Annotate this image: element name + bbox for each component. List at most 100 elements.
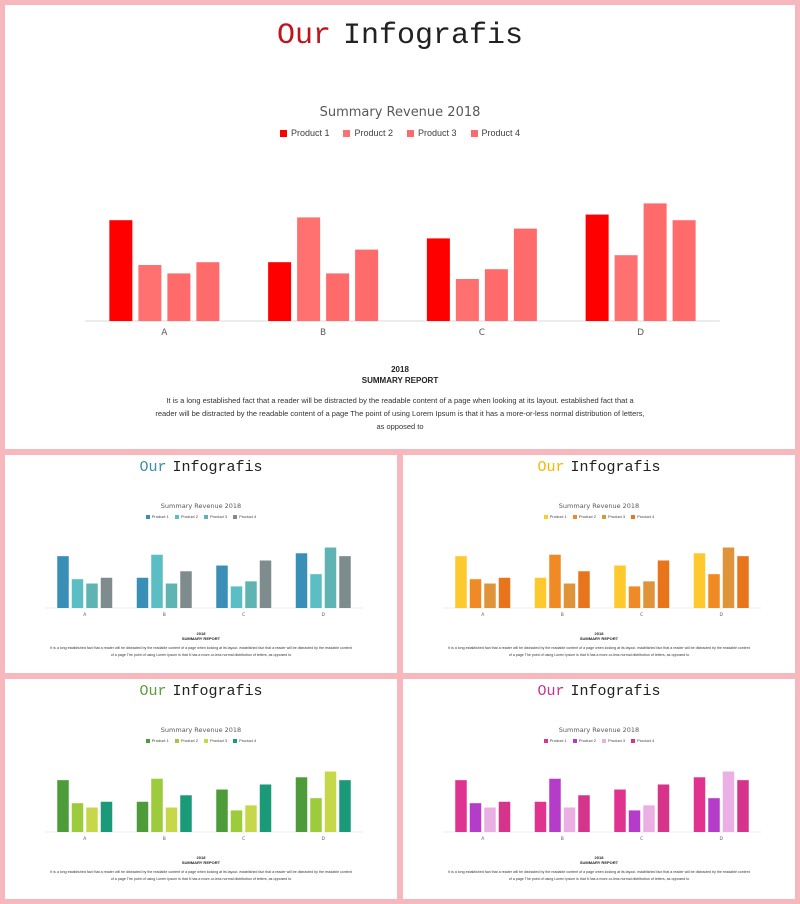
- bar-b-series-1: [268, 262, 292, 321]
- bar-a-series-1: [57, 780, 69, 832]
- bar-d-series-3: [643, 203, 667, 321]
- bar-b-series-4: [355, 249, 379, 321]
- title-rest: Infografis: [570, 683, 661, 700]
- bar-d-series-3: [722, 547, 735, 608]
- x-tick-label: D: [322, 612, 326, 618]
- bar-b-series-2: [151, 554, 163, 608]
- infographic-panel-blue: Our Infografis Summary Revenue 2018 Produ…: [5, 455, 397, 673]
- legend-item: Product 3: [204, 738, 227, 743]
- legend-label: Product 2: [180, 738, 198, 743]
- legend-label: Product 1: [549, 738, 567, 743]
- bar-a-series-2: [71, 579, 84, 608]
- bar-chart: A B C D: [443, 771, 761, 842]
- bar-c-series-4: [259, 784, 272, 832]
- bar-b-series-3: [563, 583, 576, 608]
- legend-swatch: [631, 738, 636, 743]
- legend-swatch: [602, 514, 606, 519]
- legend-item: Product 4: [233, 738, 256, 743]
- legend-item: Product 3: [407, 128, 457, 138]
- legend-item: Product 2: [572, 738, 596, 743]
- report-description: It is a long established fact that a rea…: [155, 396, 645, 431]
- bar-b-series-2: [151, 778, 163, 832]
- bar-b-series-3: [165, 807, 178, 832]
- report-description: It is a long established fact that a rea…: [448, 646, 750, 657]
- bar-b-series-3: [326, 273, 350, 321]
- bar-b-series-1: [534, 577, 547, 608]
- bar-a-series-2: [71, 803, 84, 832]
- bar-d-series-4: [737, 780, 749, 832]
- bar-a-series-2: [469, 803, 482, 832]
- x-tick-label: C: [479, 328, 485, 338]
- legend-label: Product 1: [151, 738, 169, 743]
- bar-d-series-4: [672, 220, 696, 321]
- bar-a-series-1: [109, 220, 133, 321]
- report-description: It is a long established fact that a rea…: [50, 646, 352, 657]
- chart-legend: Product 1 Product 2 Product 3 Product 4: [5, 738, 397, 743]
- report-year: 2018: [196, 855, 206, 860]
- bar-chart: A B C D: [45, 547, 363, 618]
- chart-legend: Product 1 Product 2 Product 3 Product 4: [5, 128, 795, 138]
- bar-b-series-2: [549, 554, 561, 608]
- title-accent: Our: [276, 19, 331, 53]
- bar-a-series-1: [57, 556, 69, 608]
- chart-legend: Product 1 Product 2 Product 3 Product 4: [403, 738, 795, 743]
- legend-label: Product 1: [151, 514, 169, 519]
- bar-d-series-2: [708, 574, 720, 608]
- x-tick-label: B: [163, 836, 166, 842]
- bar-d-series-1: [295, 553, 308, 608]
- bar-a-series-4: [100, 577, 113, 608]
- bar-chart: A B C D: [85, 203, 720, 338]
- bar-chart: A B C D: [45, 771, 363, 842]
- legend-item: Product 2: [174, 514, 198, 519]
- legend-item: Product 2: [572, 514, 596, 519]
- legend-swatch: [543, 738, 548, 743]
- bar-b-series-3: [165, 583, 178, 608]
- x-tick-label: B: [561, 612, 564, 618]
- bar-b-series-1: [136, 801, 149, 832]
- x-tick-label: D: [322, 836, 326, 842]
- bar-b-series-4: [578, 571, 590, 608]
- bar-c-series-3: [484, 269, 508, 321]
- legend-item: Product 4: [470, 128, 521, 138]
- bar-a-series-3: [484, 807, 496, 832]
- bar-b-series-2: [297, 217, 321, 321]
- bar-c-series-2: [628, 810, 641, 832]
- legend-label: Product 4: [637, 738, 655, 743]
- infographic-panel-orange: Our Infografis Summary Revenue 2018 Produ…: [403, 455, 795, 673]
- legend-label: Product 3: [608, 738, 626, 743]
- x-tick-label: C: [242, 836, 245, 842]
- bar-a-series-2: [469, 579, 482, 608]
- bar-c-series-3: [245, 581, 257, 608]
- bar-c-series-2: [230, 586, 243, 608]
- bar-c-series-1: [614, 565, 626, 608]
- report-subtitle: SUMMARY REPORT: [181, 860, 221, 865]
- legend-label: Product 2: [578, 514, 596, 519]
- legend-swatch: [602, 738, 606, 743]
- bar-d-series-2: [310, 574, 322, 608]
- report-year: 2018: [594, 855, 604, 860]
- legend-label: Product 3: [210, 738, 228, 743]
- x-tick-label: D: [720, 836, 724, 842]
- chart-title: Summary Revenue 2018: [558, 502, 640, 510]
- legend-item: Product 1: [279, 128, 329, 138]
- legend-item: Product 3: [602, 514, 625, 519]
- bar-c-series-4: [513, 228, 537, 321]
- legend-label: Product 4: [481, 128, 521, 138]
- bar-d-series-1: [693, 777, 706, 832]
- bar-d-series-2: [708, 798, 720, 832]
- bar-b-series-4: [578, 795, 590, 832]
- legend-item: Product 1: [145, 514, 169, 519]
- title-rest: Infografis: [172, 683, 263, 700]
- title-rest: Infografis: [342, 19, 524, 53]
- chart-title: Summary Revenue 2018: [160, 502, 242, 510]
- bar-c-series-3: [643, 805, 655, 832]
- bar-a-series-3: [86, 583, 98, 608]
- bar-a-series-3: [167, 273, 191, 321]
- bar-b-series-1: [136, 577, 149, 608]
- chart-legend: Product 1 Product 2 Product 3 Product 4: [5, 514, 397, 519]
- x-tick-label: A: [481, 836, 485, 842]
- x-tick-label: A: [161, 328, 168, 338]
- title-accent: Our: [537, 683, 565, 700]
- legend-label: Product 4: [637, 514, 655, 519]
- legend-swatch: [543, 514, 548, 519]
